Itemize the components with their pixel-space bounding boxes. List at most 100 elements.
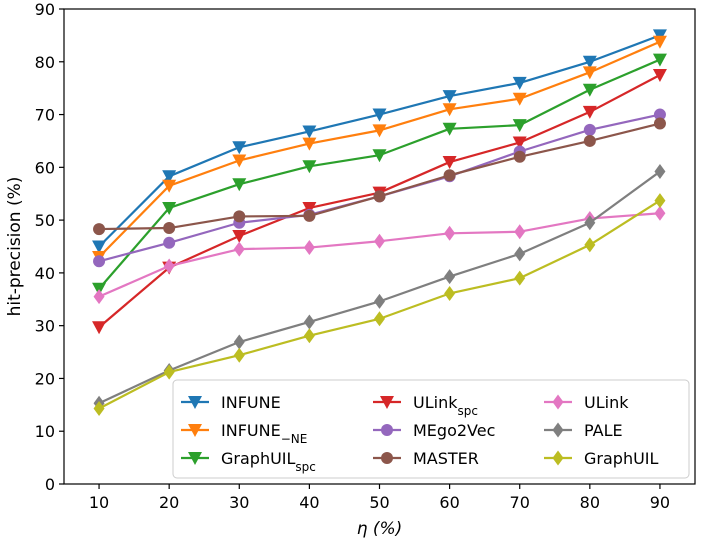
legend-marker [380, 396, 394, 409]
legend-item: ULinkspc [373, 393, 478, 418]
data-point [372, 108, 387, 122]
data-point [514, 224, 526, 240]
data-point [444, 269, 456, 285]
y-tick-label: 0 [45, 475, 55, 494]
data-point [652, 35, 667, 49]
data-point [652, 68, 667, 82]
data-point [582, 55, 597, 69]
data-point [162, 201, 177, 215]
data-point [513, 150, 526, 163]
data-point [653, 117, 666, 130]
series-graphuil [93, 193, 666, 417]
data-point [163, 258, 175, 274]
legend-marker [381, 424, 393, 436]
data-point [93, 401, 105, 417]
data-point [444, 225, 456, 241]
y-tick-label: 30 [35, 317, 55, 336]
legend-item: GraphUIL [544, 449, 659, 468]
legend-marker [188, 424, 202, 437]
data-point [92, 321, 107, 335]
series-pale [93, 164, 666, 411]
data-point [582, 66, 597, 80]
data-point [372, 149, 387, 163]
series-line [98, 58, 661, 290]
legend-item: INFUNE−NE [181, 421, 307, 446]
data-point [93, 255, 106, 268]
data-point [162, 179, 177, 193]
legend-marker [188, 396, 202, 409]
data-point [512, 136, 527, 150]
data-point [652, 53, 667, 67]
y-tick-label: 70 [35, 106, 55, 125]
legend-label: MASTER [413, 449, 479, 468]
data-point [514, 246, 526, 262]
legend-item: MEgo2Vec [373, 421, 495, 440]
data-point [582, 83, 597, 97]
data-point [583, 123, 596, 136]
data-point [303, 328, 315, 344]
y-tick-label: 40 [35, 264, 55, 283]
series-line [98, 34, 661, 248]
data-point [93, 289, 105, 305]
y-tick-label: 80 [35, 53, 55, 72]
series-master [93, 117, 666, 236]
x-tick-label: 80 [580, 493, 600, 512]
data-point [302, 125, 317, 139]
series-graphuil-spc [92, 53, 667, 296]
data-point [512, 76, 527, 90]
data-point [442, 122, 457, 136]
y-tick-label: 10 [35, 422, 55, 441]
data-point [584, 237, 596, 253]
legend-label: ULinkspc [413, 393, 478, 418]
data-point [373, 190, 386, 203]
y-tick-label: 50 [35, 211, 55, 230]
legend-label: INFUNE−NE [221, 421, 307, 446]
x-tick-label: 40 [299, 493, 319, 512]
data-point [232, 229, 247, 243]
legend-item: ULink [544, 393, 629, 412]
series-infune [92, 29, 667, 254]
data-point [442, 90, 457, 104]
data-point [233, 334, 245, 350]
y-axis-title: hit-precision (%) [5, 177, 25, 317]
data-point [92, 240, 107, 254]
data-point [654, 193, 666, 209]
data-point [582, 105, 597, 119]
data-point [163, 222, 176, 235]
legend-label: GraphUILspc [221, 449, 316, 474]
x-tick-label: 60 [439, 493, 459, 512]
data-point [232, 154, 247, 168]
data-point [512, 119, 527, 133]
y-tick-label: 60 [35, 158, 55, 177]
series-ulink [93, 205, 666, 305]
x-axis: 10 20 30 40 50 60 70 80 90 [89, 484, 670, 512]
y-tick-label: 20 [35, 369, 55, 388]
legend-item: GraphUILspc [181, 449, 316, 474]
data-point [512, 92, 527, 106]
data-point [653, 108, 666, 121]
data-point [233, 241, 245, 257]
y-tick-label: 90 [35, 0, 55, 19]
data-point [302, 137, 317, 151]
data-point [443, 169, 456, 182]
x-tick-label: 10 [89, 493, 109, 512]
data-point [654, 164, 666, 180]
x-tick-label: 20 [159, 493, 179, 512]
data-point [162, 170, 177, 184]
legend-label: PALE [584, 421, 623, 440]
data-point [442, 156, 457, 170]
legend-marker [188, 452, 202, 465]
legend-item: MASTER [373, 449, 479, 468]
data-point [374, 293, 385, 309]
data-point [514, 270, 526, 286]
data-point [302, 160, 317, 174]
series-layer [92, 29, 667, 417]
data-point [233, 210, 246, 223]
legend: INFUNE INFUNE−NE GraphUILspc ULinkspc MEgo2V… [172, 379, 690, 479]
data-point [583, 134, 596, 147]
legend-item: PALE [544, 421, 623, 440]
y-axis: 0 10 20 30 40 50 60 70 80 90 [35, 0, 64, 494]
data-point [372, 124, 387, 138]
data-point [584, 215, 596, 231]
